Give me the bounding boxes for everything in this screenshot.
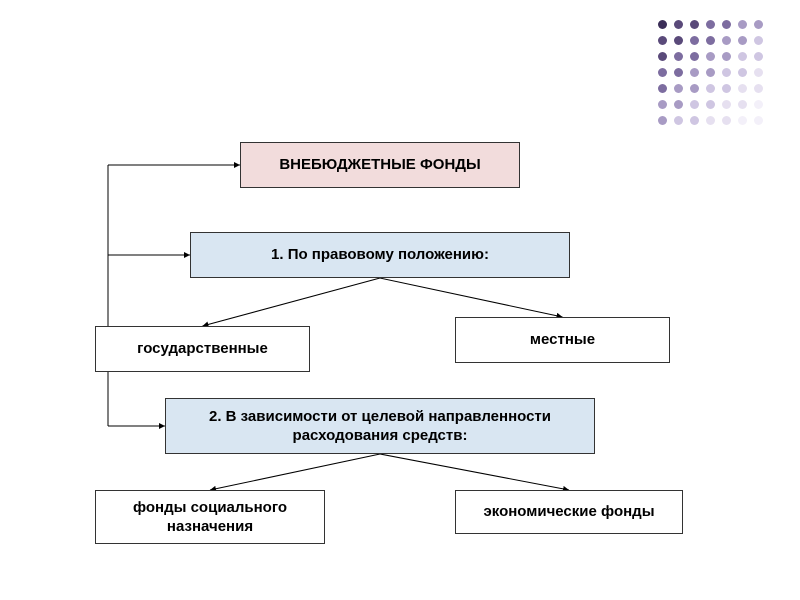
leaf-social-label: фонды социального назначения (104, 498, 316, 537)
leaf-social-box: фонды социального назначения (95, 490, 325, 544)
leaf-economic-box: экономические фонды (455, 490, 683, 534)
category-1-label: 1. По правовому положению: (271, 245, 489, 265)
category-1-box: 1. По правовому положению: (190, 232, 570, 278)
root-label: ВНЕБЮДЖЕТНЫЕ ФОНДЫ (279, 155, 480, 175)
category-2-label: 2. В зависимости от целевой направленнос… (174, 407, 586, 446)
leaf-government-label: государственные (137, 339, 268, 359)
leaf-government-box: государственные (95, 326, 310, 372)
leaf-local-box: местные (455, 317, 670, 363)
decorative-dot-grid (656, 18, 796, 158)
leaf-economic-label: экономические фонды (483, 502, 654, 522)
root-box: ВНЕБЮДЖЕТНЫЕ ФОНДЫ (240, 142, 520, 188)
category-2-box: 2. В зависимости от целевой направленнос… (165, 398, 595, 454)
leaf-local-label: местные (530, 330, 595, 350)
